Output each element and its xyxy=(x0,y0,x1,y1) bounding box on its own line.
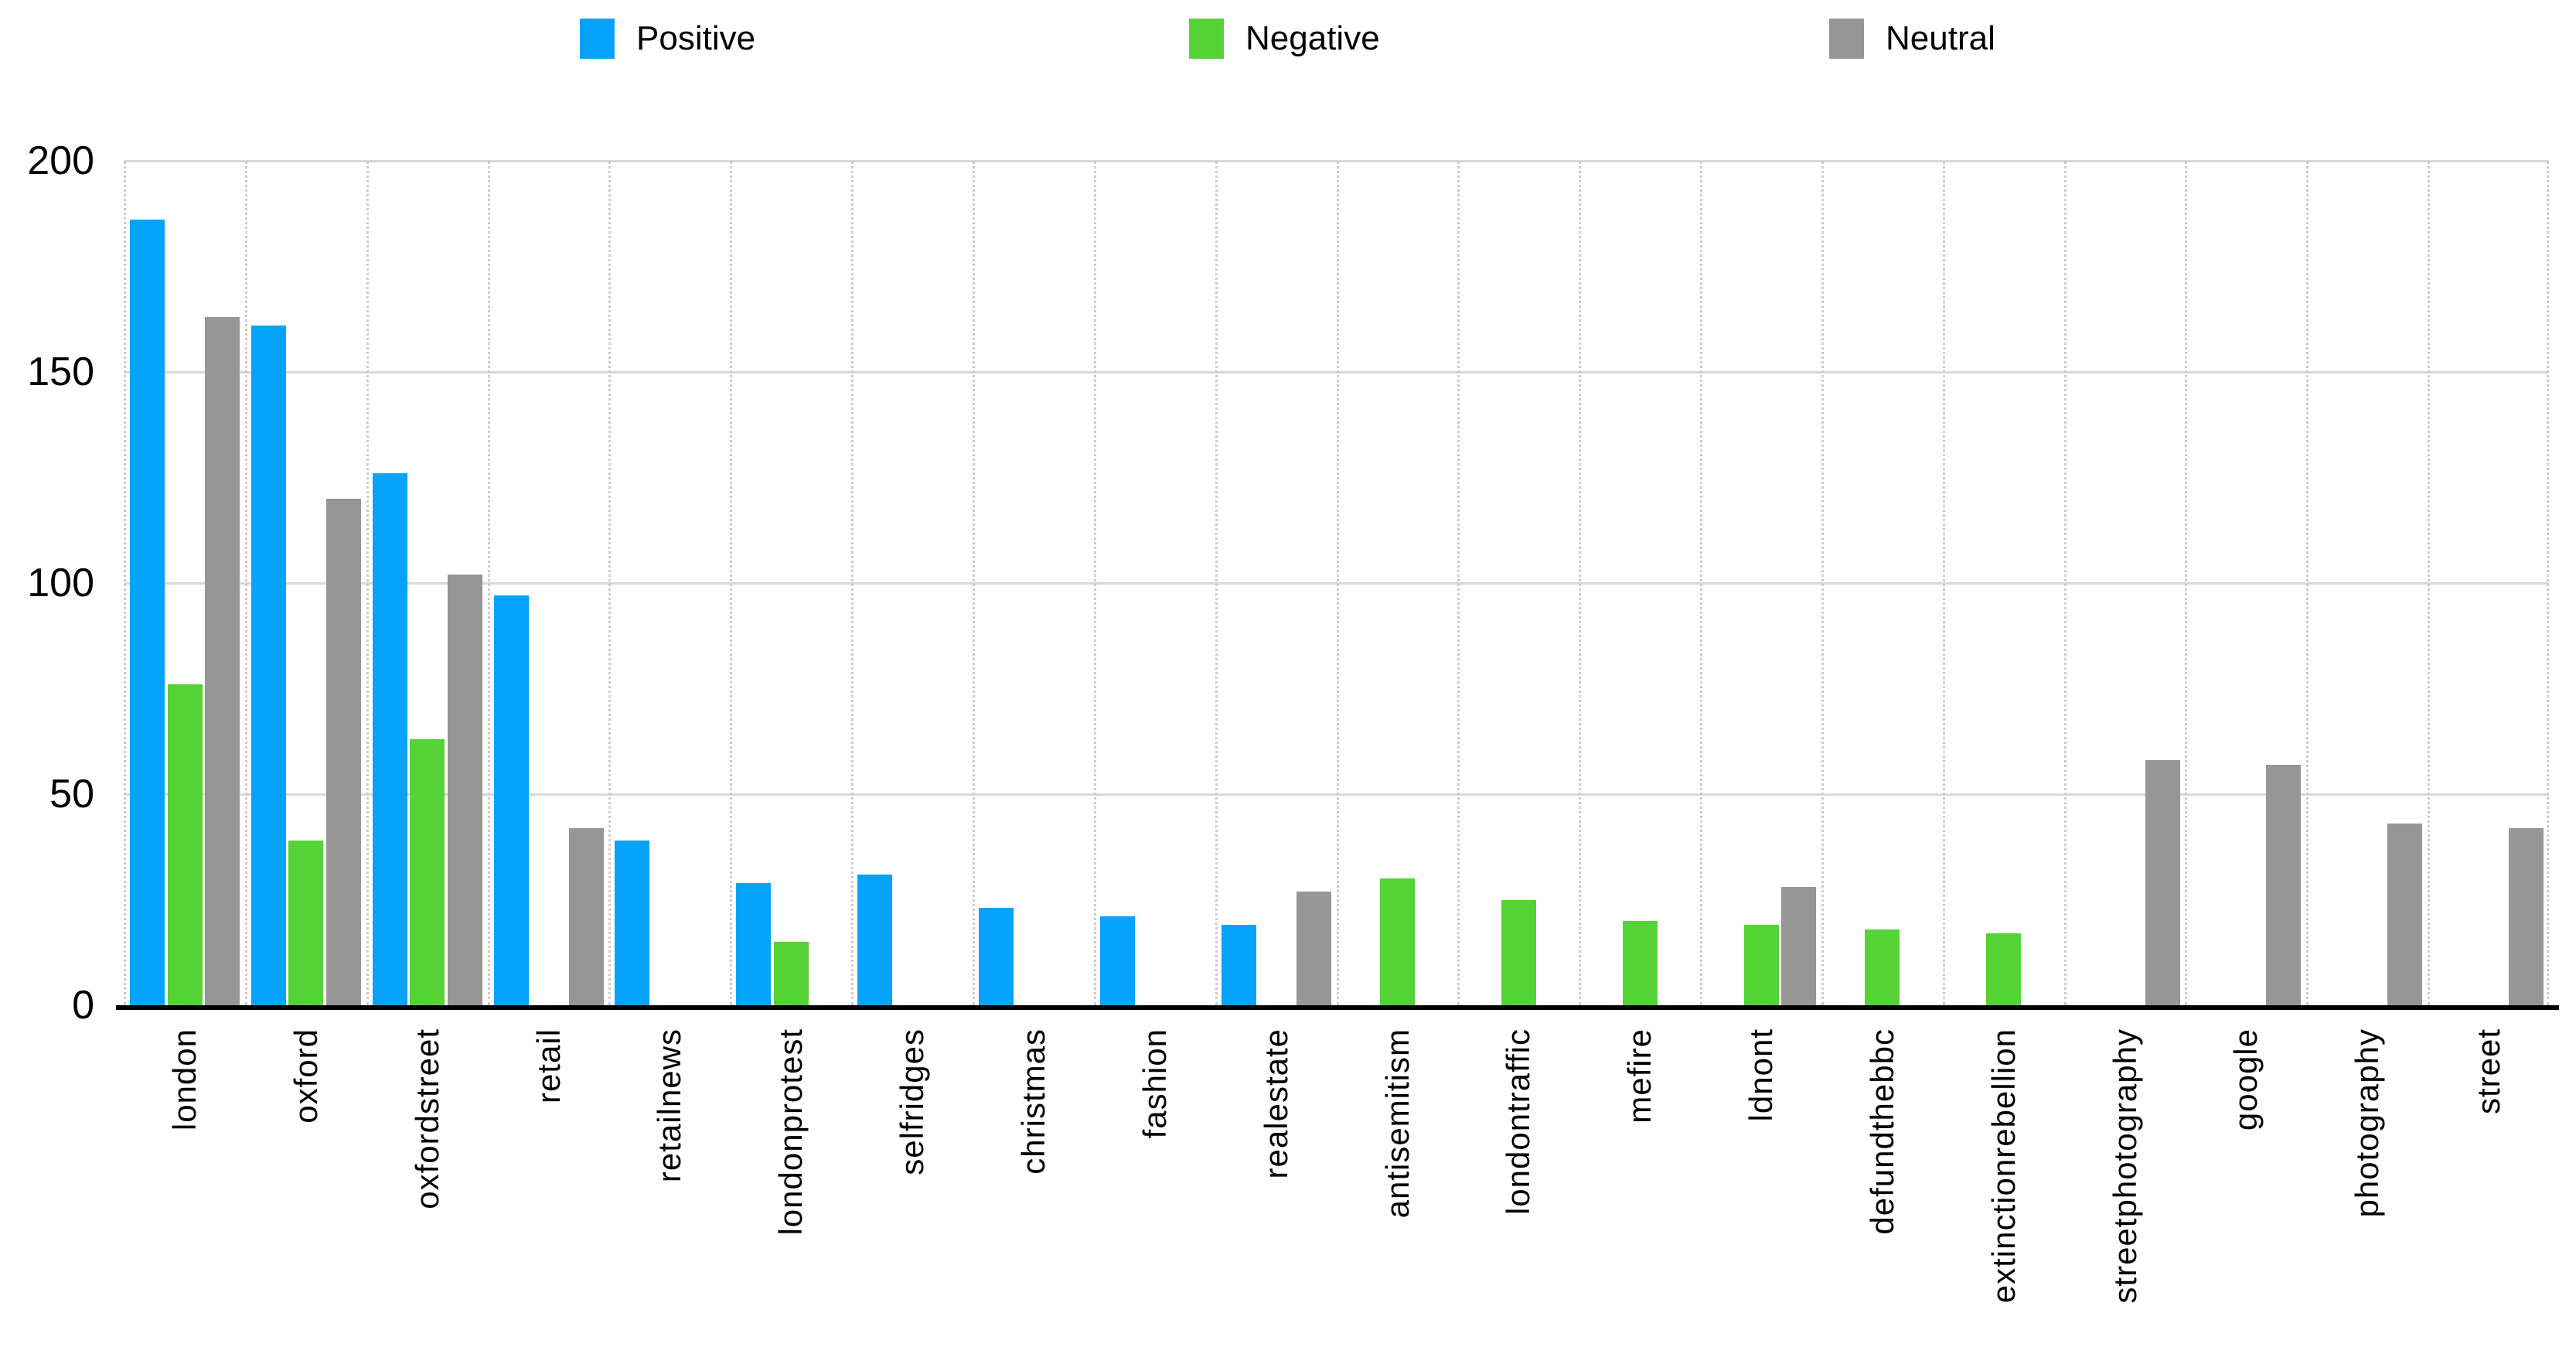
gridline-vertical xyxy=(972,161,975,1005)
x-axis-category-label: mefire xyxy=(1621,1028,1658,1124)
bar-neutral-retail xyxy=(568,827,604,1005)
gridline-vertical xyxy=(124,161,126,1005)
bar-negative-defundthebbc xyxy=(1865,929,1900,1005)
bar-positive-realestate xyxy=(1221,925,1256,1005)
plot-area xyxy=(124,160,2549,1005)
x-axis-category-label: retailnews xyxy=(651,1028,688,1183)
bar-negative-londontraffic xyxy=(1501,899,1536,1005)
gridline-vertical xyxy=(2547,161,2549,1005)
legend-label: Neutral xyxy=(1886,19,1995,57)
bar-negative-antisemitism xyxy=(1380,878,1415,1005)
bar-positive-londonprotest xyxy=(736,882,772,1005)
legend-item-neutral: Neutral xyxy=(1829,17,1995,60)
x-axis-category-label: oxfordstreet xyxy=(408,1028,445,1209)
legend-label: Negative xyxy=(1245,19,1380,57)
bar-neutral-photography xyxy=(2387,824,2423,1005)
bar-negative-ldnont xyxy=(1743,925,1779,1005)
bar-neutral-street xyxy=(2509,827,2544,1005)
gridline-vertical xyxy=(2063,161,2067,1005)
bar-neutral-streetphotography xyxy=(2145,760,2180,1005)
bar-positive-london xyxy=(130,220,165,1005)
bar-negative-london xyxy=(167,684,203,1005)
x-axis-category-label: fashion xyxy=(1136,1028,1173,1139)
bar-neutral-oxfordstreet xyxy=(447,575,482,1005)
x-axis-category-label: londontraffic xyxy=(1500,1028,1537,1216)
bar-neutral-realestate xyxy=(1296,891,1331,1005)
bar-positive-retailnews xyxy=(615,841,650,1005)
gridline-vertical xyxy=(1821,161,1824,1005)
bar-neutral-ldnont xyxy=(1781,887,1817,1005)
gridline-vertical xyxy=(851,161,854,1005)
x-axis-category-label: ldnont xyxy=(1743,1028,1780,1122)
gridline-vertical xyxy=(2306,161,2309,1005)
y-axis-tick-label: 150 xyxy=(27,350,94,394)
bar-neutral-oxford xyxy=(325,498,361,1005)
x-axis-category-label: google xyxy=(2227,1028,2264,1131)
x-axis-category-label: defundthebbc xyxy=(1863,1028,1900,1235)
gridline-vertical xyxy=(1215,161,1218,1005)
x-axis-category-label: londonprotest xyxy=(772,1028,809,1236)
bar-positive-christmas xyxy=(978,908,1014,1005)
legend-label: Positive xyxy=(636,19,756,57)
x-axis-category-label: retail xyxy=(530,1028,567,1104)
gridline-vertical xyxy=(366,161,369,1005)
bar-negative-mefire xyxy=(1622,920,1658,1005)
x-axis-category-label: antisemitism xyxy=(1378,1028,1416,1219)
bar-positive-fashion xyxy=(1099,916,1135,1005)
legend-item-positive: Positive xyxy=(580,17,755,60)
bar-negative-oxford xyxy=(288,841,324,1005)
legend-swatch-positive xyxy=(580,19,615,59)
y-axis-tick-label: 50 xyxy=(49,772,94,817)
x-axis-category-label: selfridges xyxy=(894,1028,931,1175)
y-axis-tick-label: 200 xyxy=(27,138,94,183)
x-axis-category-label: realestate xyxy=(1257,1028,1294,1179)
x-axis-category-label: london xyxy=(166,1028,203,1131)
x-axis-category-label: street xyxy=(2470,1028,2507,1115)
gridline-vertical xyxy=(608,161,612,1005)
bar-positive-selfridges xyxy=(857,874,893,1005)
gridline-vertical xyxy=(2185,161,2188,1005)
gridline-vertical xyxy=(1457,161,1460,1005)
gridline-vertical xyxy=(1093,161,1096,1005)
gridline-vertical xyxy=(730,161,733,1005)
gridline-vertical xyxy=(2428,161,2431,1005)
gridline-vertical xyxy=(1579,161,1582,1005)
gridline-vertical xyxy=(244,161,247,1005)
y-axis-tick-label: 0 xyxy=(72,983,94,1028)
gridline-vertical xyxy=(1942,161,1945,1005)
gridline-vertical xyxy=(1700,161,1703,1005)
x-axis-category-label: christmas xyxy=(1014,1028,1051,1175)
bar-positive-retail xyxy=(493,595,529,1005)
bar-positive-oxford xyxy=(250,325,286,1005)
gridline-vertical xyxy=(487,161,490,1005)
x-axis-line xyxy=(116,1005,2559,1010)
bar-positive-oxfordstreet xyxy=(372,473,407,1005)
x-axis-category-label: extinctionrebellion xyxy=(1985,1028,2022,1304)
gridline-vertical xyxy=(1336,161,1339,1005)
x-axis-category-label: photography xyxy=(2349,1028,2386,1218)
x-axis-category-label: oxford xyxy=(287,1028,324,1124)
bar-negative-londonprotest xyxy=(773,942,809,1005)
bar-negative-oxfordstreet xyxy=(410,739,445,1005)
bar-negative-extinctionrebellion xyxy=(1986,933,2022,1005)
legend-swatch-neutral xyxy=(1829,19,1864,59)
legend-item-negative: Negative xyxy=(1189,17,1380,60)
bar-neutral-google xyxy=(2266,764,2302,1005)
bar-neutral-london xyxy=(205,317,240,1005)
y-axis-tick-label: 100 xyxy=(27,561,94,605)
legend-swatch-negative xyxy=(1189,19,1224,59)
x-axis-category-label: streetphotography xyxy=(2106,1028,2143,1304)
